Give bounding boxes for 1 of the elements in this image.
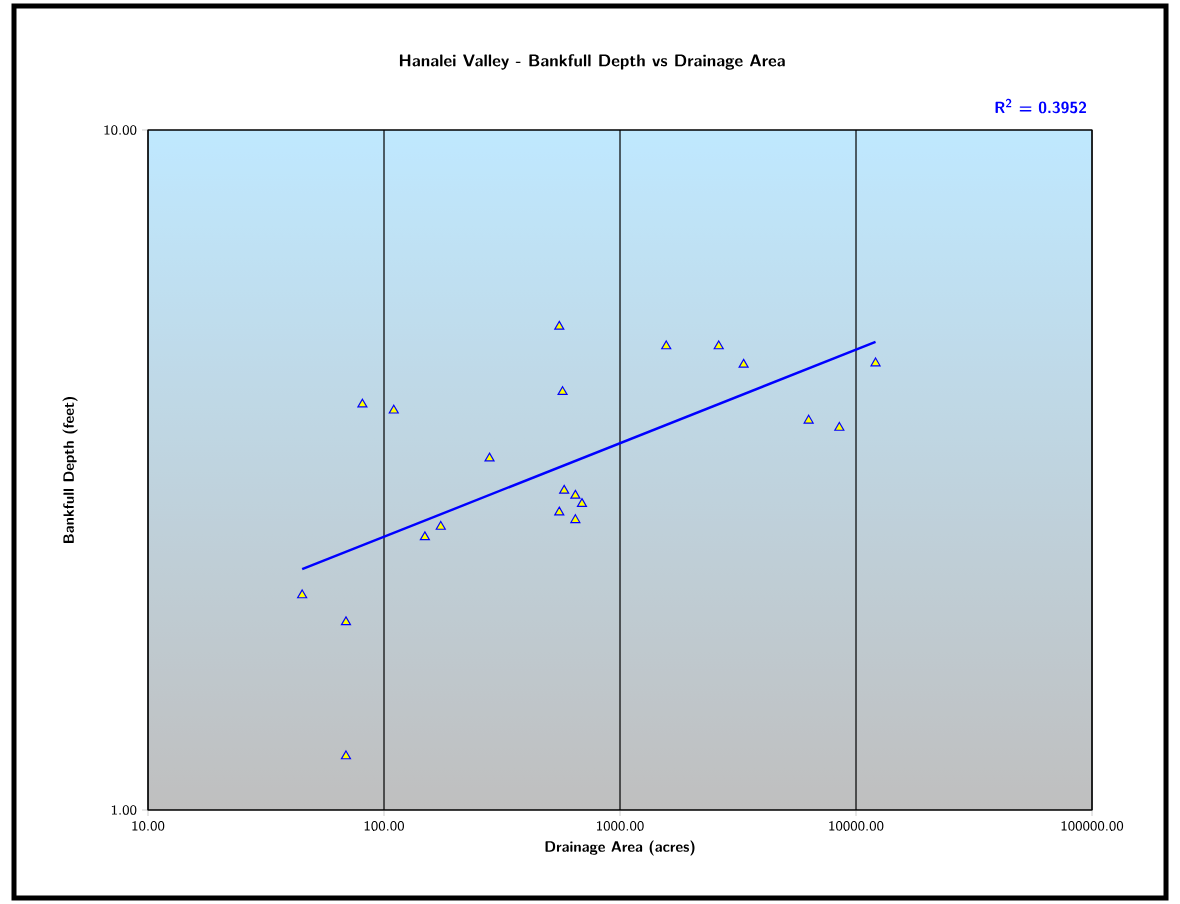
chart-title: Hanalei Valley - Bankfull Depth vs Drainage Area xyxy=(399,54,785,70)
